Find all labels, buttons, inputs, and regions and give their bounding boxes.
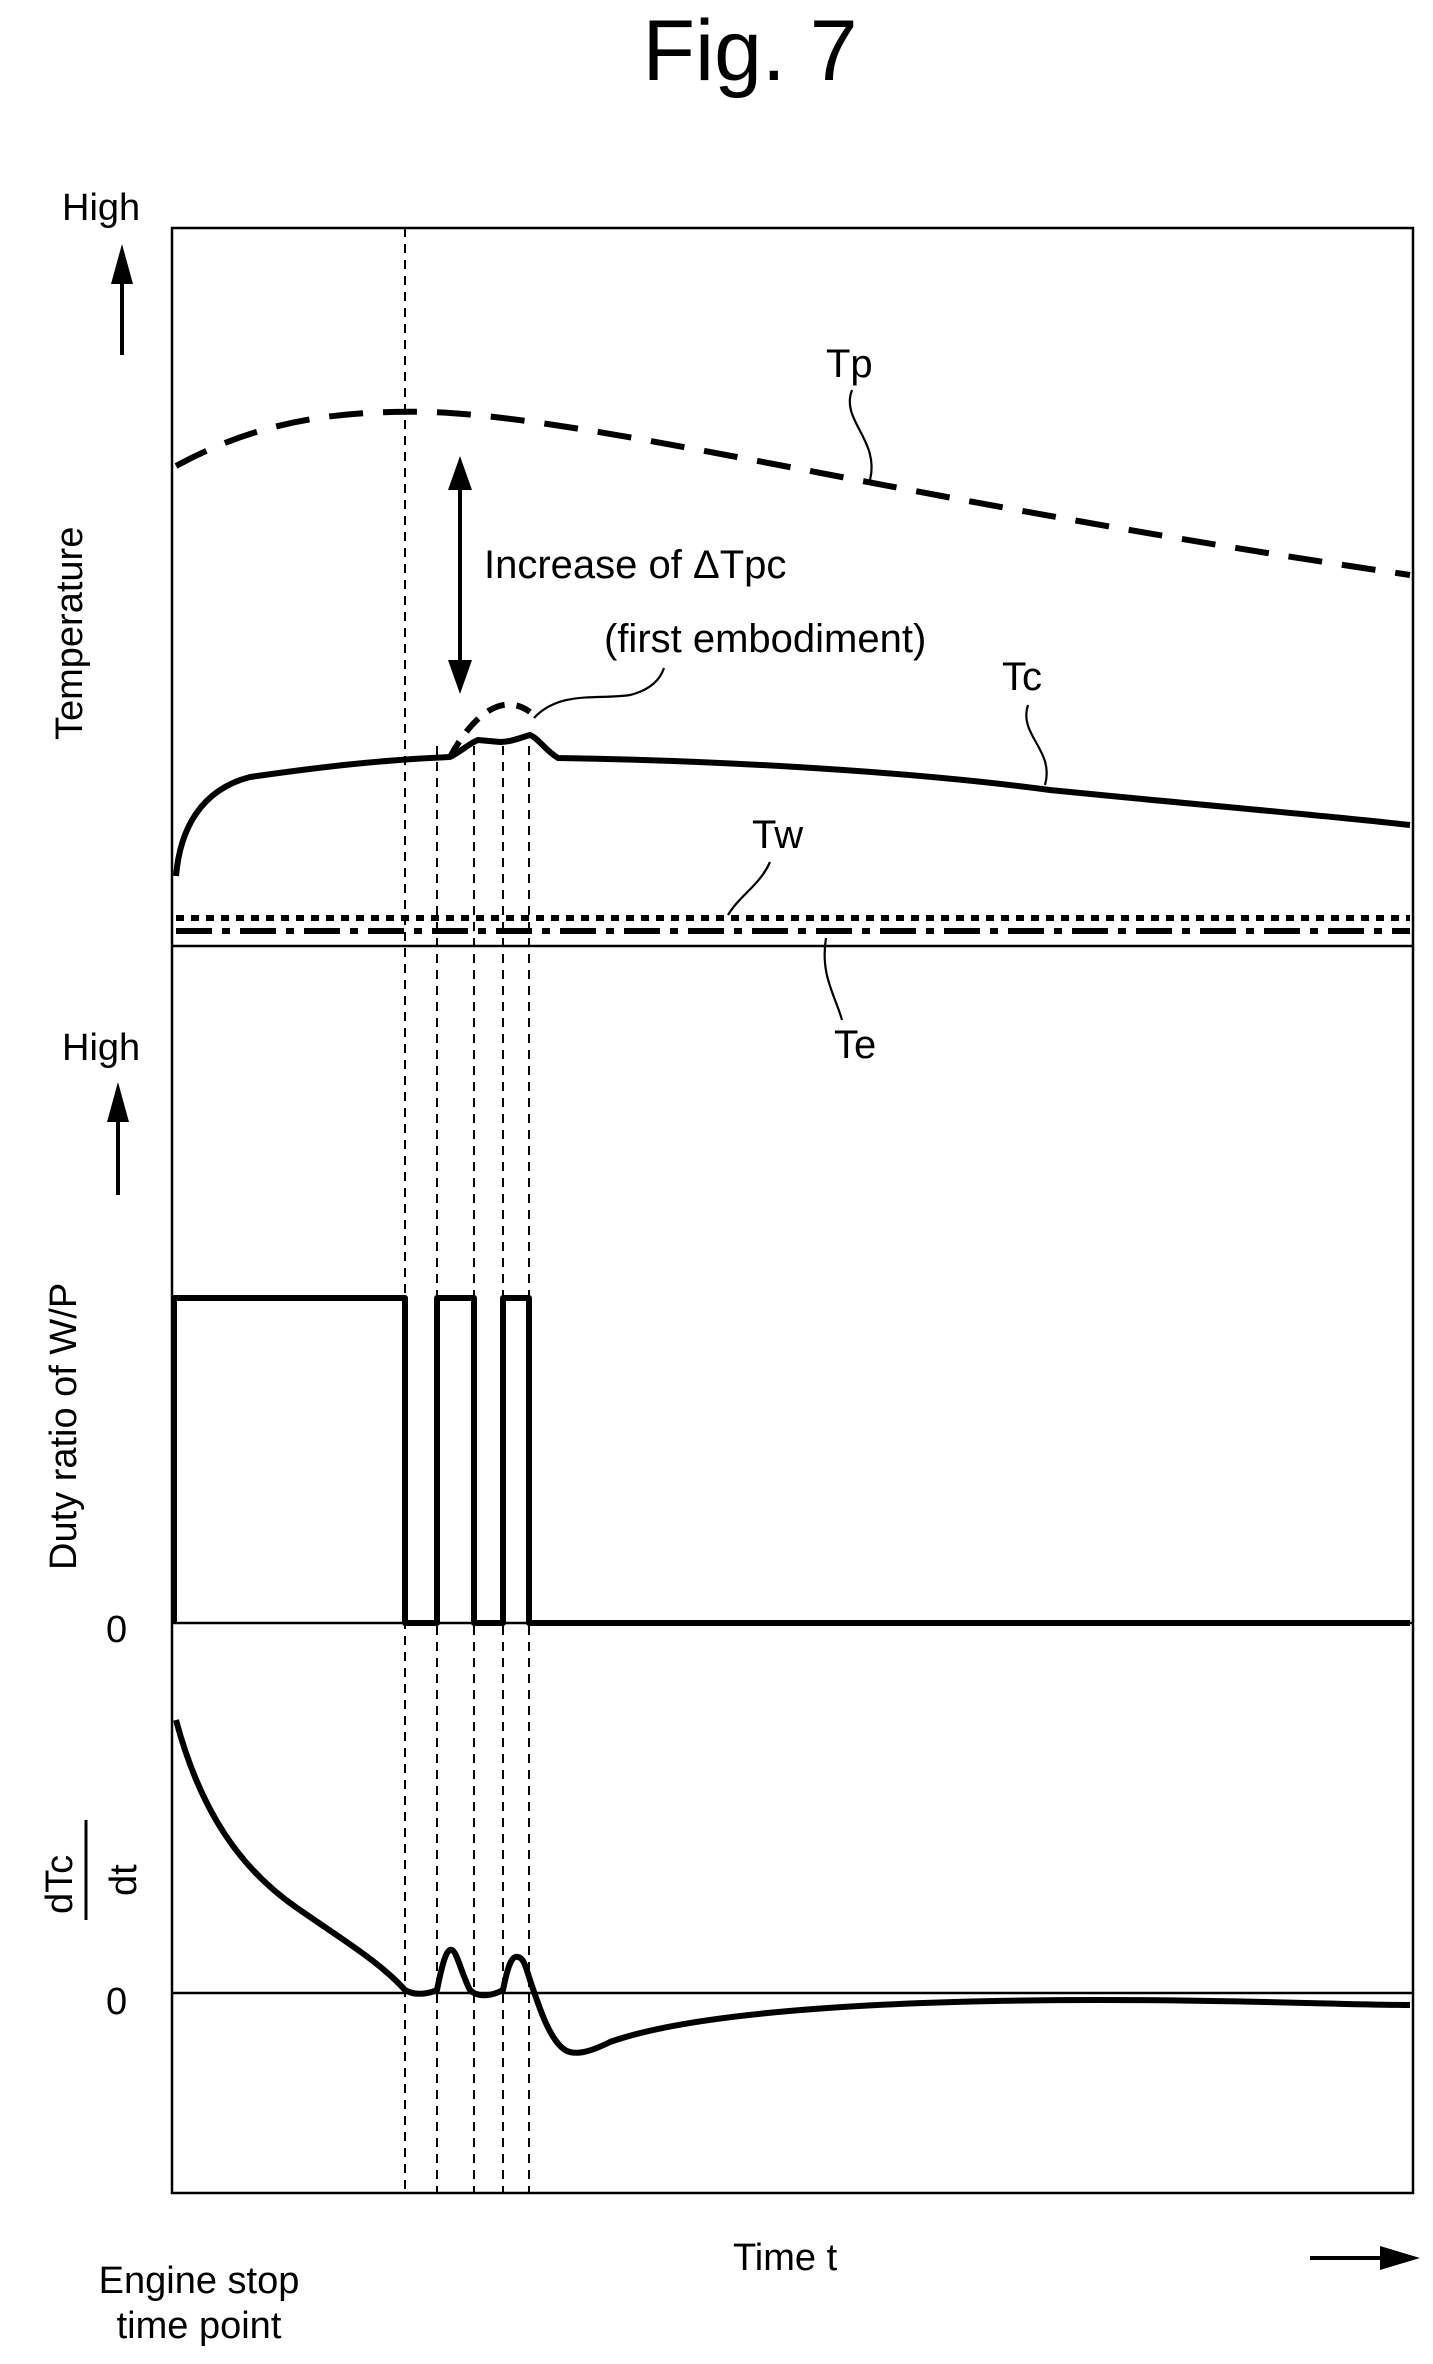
derivative-denominator: dt	[103, 1864, 145, 1896]
label-te: Te	[834, 1023, 876, 1067]
duty-ratio-waveform	[171, 1295, 1410, 1626]
label-tc: Tc	[1002, 655, 1042, 699]
delta-tpc-label: Increase of ΔTpc	[484, 543, 786, 587]
leader-te	[823, 937, 844, 1021]
temperature-high-label: High	[62, 187, 140, 229]
first-embodiment-leader	[533, 667, 666, 719]
derivative-numerator: dTc	[39, 1855, 81, 1914]
curve-tp	[174, 408, 1411, 578]
delta-tpc-arrow	[448, 456, 472, 694]
duty-zero-label: 0	[106, 1609, 127, 1651]
origin-label-line1: Engine stop	[99, 2260, 300, 2302]
label-tp: Tp	[826, 342, 873, 386]
label-tw: Tw	[752, 813, 803, 857]
derivative-zero-label: 0	[106, 1981, 127, 2023]
duty-axis-label: Duty ratio of W/P	[43, 1283, 85, 1570]
derivative-curve	[173, 1719, 1411, 2056]
curve-tc	[173, 732, 1411, 877]
first-embodiment-label: (first embodiment)	[604, 617, 926, 661]
origin-label-line2: time point	[117, 2305, 282, 2347]
leader-tp	[848, 389, 873, 481]
figure-title: Fig. 7	[642, 3, 857, 99]
temperature-axis-label: Temperature	[49, 527, 91, 740]
curve-tc-dashed-hump	[447, 701, 532, 759]
temperature-high-arrow	[111, 244, 133, 355]
leader-tc	[1025, 704, 1048, 786]
duty-high-label: High	[62, 1027, 140, 1069]
leader-tw	[727, 861, 772, 916]
time-axis-label: Time t	[733, 2237, 838, 2279]
duty-high-arrow	[107, 1082, 129, 1195]
plot-frame	[170, 226, 1415, 2195]
time-axis-arrow	[1310, 2246, 1420, 2270]
